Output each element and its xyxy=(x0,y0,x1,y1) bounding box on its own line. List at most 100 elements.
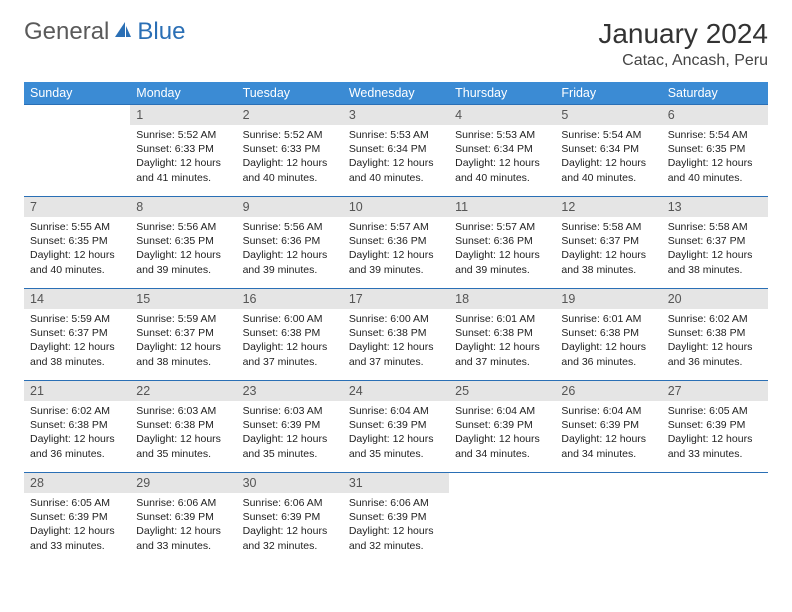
daylight-line: Daylight: 12 hours and 37 minutes. xyxy=(349,340,443,368)
sunrise-line: Sunrise: 6:05 AM xyxy=(30,496,124,510)
day-details: Sunrise: 5:59 AMSunset: 6:37 PMDaylight:… xyxy=(24,309,130,374)
calendar-cell: 14Sunrise: 5:59 AMSunset: 6:37 PMDayligh… xyxy=(24,289,130,381)
sunset-line: Sunset: 6:36 PM xyxy=(243,234,337,248)
daylight-line: Daylight: 12 hours and 37 minutes. xyxy=(455,340,549,368)
day-details: Sunrise: 6:05 AMSunset: 6:39 PMDaylight:… xyxy=(24,493,130,558)
daylight-line: Daylight: 12 hours and 40 minutes. xyxy=(561,156,655,184)
sunrise-line: Sunrise: 6:01 AM xyxy=(455,312,549,326)
sunrise-line: Sunrise: 6:00 AM xyxy=(349,312,443,326)
calendar-cell: 22Sunrise: 6:03 AMSunset: 6:38 PMDayligh… xyxy=(130,381,236,473)
day-number: 18 xyxy=(449,289,555,309)
sunset-line: Sunset: 6:39 PM xyxy=(561,418,655,432)
day-number: 6 xyxy=(662,105,768,125)
day-number: 12 xyxy=(555,197,661,217)
sunset-line: Sunset: 6:37 PM xyxy=(668,234,762,248)
calendar-body: 1Sunrise: 5:52 AMSunset: 6:33 PMDaylight… xyxy=(24,105,768,565)
calendar-cell: 8Sunrise: 5:56 AMSunset: 6:35 PMDaylight… xyxy=(130,197,236,289)
daylight-line: Daylight: 12 hours and 38 minutes. xyxy=(30,340,124,368)
day-details: Sunrise: 6:03 AMSunset: 6:39 PMDaylight:… xyxy=(237,401,343,466)
day-details: Sunrise: 6:00 AMSunset: 6:38 PMDaylight:… xyxy=(343,309,449,374)
day-details: Sunrise: 5:52 AMSunset: 6:33 PMDaylight:… xyxy=(130,125,236,190)
day-of-week-header: Tuesday xyxy=(237,82,343,105)
daylight-line: Daylight: 12 hours and 40 minutes. xyxy=(668,156,762,184)
sunrise-line: Sunrise: 6:01 AM xyxy=(561,312,655,326)
day-number: 22 xyxy=(130,381,236,401)
daylight-line: Daylight: 12 hours and 37 minutes. xyxy=(243,340,337,368)
day-of-week-header: Sunday xyxy=(24,82,130,105)
daylight-line: Daylight: 12 hours and 35 minutes. xyxy=(349,432,443,460)
day-details: Sunrise: 6:04 AMSunset: 6:39 PMDaylight:… xyxy=(343,401,449,466)
sunrise-line: Sunrise: 6:03 AM xyxy=(243,404,337,418)
day-details: Sunrise: 5:58 AMSunset: 6:37 PMDaylight:… xyxy=(555,217,661,282)
calendar-cell: 29Sunrise: 6:06 AMSunset: 6:39 PMDayligh… xyxy=(130,473,236,565)
sunrise-line: Sunrise: 5:56 AM xyxy=(136,220,230,234)
day-details: Sunrise: 6:01 AMSunset: 6:38 PMDaylight:… xyxy=(449,309,555,374)
day-details: Sunrise: 5:52 AMSunset: 6:33 PMDaylight:… xyxy=(237,125,343,190)
day-of-week-header: Monday xyxy=(130,82,236,105)
day-number: 23 xyxy=(237,381,343,401)
day-number: 30 xyxy=(237,473,343,493)
sunrise-line: Sunrise: 6:00 AM xyxy=(243,312,337,326)
calendar-cell: 11Sunrise: 5:57 AMSunset: 6:36 PMDayligh… xyxy=(449,197,555,289)
calendar-cell: 10Sunrise: 5:57 AMSunset: 6:36 PMDayligh… xyxy=(343,197,449,289)
calendar-week-row: 1Sunrise: 5:52 AMSunset: 6:33 PMDaylight… xyxy=(24,105,768,197)
sunset-line: Sunset: 6:35 PM xyxy=(136,234,230,248)
daylight-line: Daylight: 12 hours and 40 minutes. xyxy=(30,248,124,276)
page-title: January 2024 xyxy=(598,18,768,50)
logo-text-blue: Blue xyxy=(137,18,185,46)
sunset-line: Sunset: 6:34 PM xyxy=(561,142,655,156)
calendar-cell: 25Sunrise: 6:04 AMSunset: 6:39 PMDayligh… xyxy=(449,381,555,473)
day-details: Sunrise: 5:53 AMSunset: 6:34 PMDaylight:… xyxy=(449,125,555,190)
day-number: 9 xyxy=(237,197,343,217)
calendar-cell: 18Sunrise: 6:01 AMSunset: 6:38 PMDayligh… xyxy=(449,289,555,381)
calendar-cell: 19Sunrise: 6:01 AMSunset: 6:38 PMDayligh… xyxy=(555,289,661,381)
calendar-cell xyxy=(449,473,555,565)
day-details: Sunrise: 5:55 AMSunset: 6:35 PMDaylight:… xyxy=(24,217,130,282)
calendar-cell: 6Sunrise: 5:54 AMSunset: 6:35 PMDaylight… xyxy=(662,105,768,197)
header: General Blue January 2024 Catac, Ancash,… xyxy=(24,18,768,70)
daylight-line: Daylight: 12 hours and 33 minutes. xyxy=(668,432,762,460)
sunset-line: Sunset: 6:39 PM xyxy=(455,418,549,432)
calendar-cell: 1Sunrise: 5:52 AMSunset: 6:33 PMDaylight… xyxy=(130,105,236,197)
daylight-line: Daylight: 12 hours and 40 minutes. xyxy=(455,156,549,184)
calendar-cell xyxy=(555,473,661,565)
calendar-cell: 17Sunrise: 6:00 AMSunset: 6:38 PMDayligh… xyxy=(343,289,449,381)
sunset-line: Sunset: 6:33 PM xyxy=(243,142,337,156)
day-details: Sunrise: 5:57 AMSunset: 6:36 PMDaylight:… xyxy=(343,217,449,282)
sunrise-line: Sunrise: 5:59 AM xyxy=(30,312,124,326)
sunset-line: Sunset: 6:39 PM xyxy=(136,510,230,524)
daylight-line: Daylight: 12 hours and 36 minutes. xyxy=(561,340,655,368)
calendar-cell: 2Sunrise: 5:52 AMSunset: 6:33 PMDaylight… xyxy=(237,105,343,197)
sunrise-line: Sunrise: 6:02 AM xyxy=(668,312,762,326)
sunrise-line: Sunrise: 5:53 AM xyxy=(349,128,443,142)
daylight-line: Daylight: 12 hours and 32 minutes. xyxy=(243,524,337,552)
calendar-cell: 24Sunrise: 6:04 AMSunset: 6:39 PMDayligh… xyxy=(343,381,449,473)
daylight-line: Daylight: 12 hours and 40 minutes. xyxy=(349,156,443,184)
day-details: Sunrise: 5:53 AMSunset: 6:34 PMDaylight:… xyxy=(343,125,449,190)
day-number: 15 xyxy=(130,289,236,309)
daylight-line: Daylight: 12 hours and 32 minutes. xyxy=(349,524,443,552)
day-number: 26 xyxy=(555,381,661,401)
day-number: 3 xyxy=(343,105,449,125)
calendar-cell xyxy=(662,473,768,565)
calendar-cell: 13Sunrise: 5:58 AMSunset: 6:37 PMDayligh… xyxy=(662,197,768,289)
day-number: 16 xyxy=(237,289,343,309)
sunset-line: Sunset: 6:39 PM xyxy=(349,510,443,524)
day-number: 14 xyxy=(24,289,130,309)
day-details: Sunrise: 6:03 AMSunset: 6:38 PMDaylight:… xyxy=(130,401,236,466)
day-number: 1 xyxy=(130,105,236,125)
day-details: Sunrise: 6:00 AMSunset: 6:38 PMDaylight:… xyxy=(237,309,343,374)
day-number: 4 xyxy=(449,105,555,125)
daylight-line: Daylight: 12 hours and 36 minutes. xyxy=(668,340,762,368)
day-details: Sunrise: 6:06 AMSunset: 6:39 PMDaylight:… xyxy=(343,493,449,558)
sunrise-line: Sunrise: 5:52 AM xyxy=(243,128,337,142)
day-details: Sunrise: 6:01 AMSunset: 6:38 PMDaylight:… xyxy=(555,309,661,374)
day-number: 28 xyxy=(24,473,130,493)
day-number: 24 xyxy=(343,381,449,401)
title-block: January 2024 Catac, Ancash, Peru xyxy=(598,18,768,70)
sunset-line: Sunset: 6:39 PM xyxy=(349,418,443,432)
day-details: Sunrise: 5:56 AMSunset: 6:35 PMDaylight:… xyxy=(130,217,236,282)
calendar-week-row: 21Sunrise: 6:02 AMSunset: 6:38 PMDayligh… xyxy=(24,381,768,473)
calendar-week-row: 14Sunrise: 5:59 AMSunset: 6:37 PMDayligh… xyxy=(24,289,768,381)
day-of-week-header: Saturday xyxy=(662,82,768,105)
